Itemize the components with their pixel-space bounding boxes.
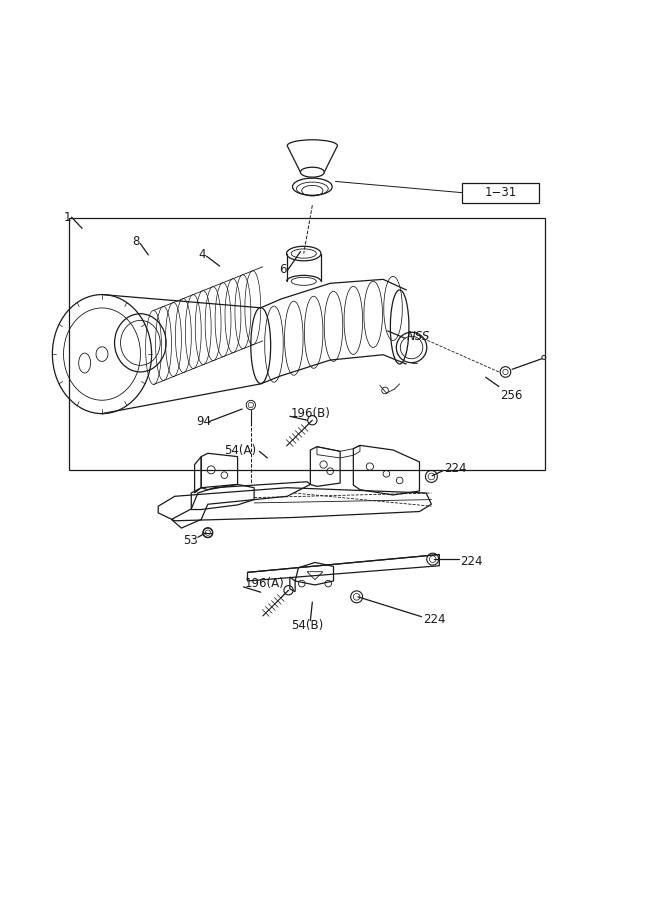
Text: 224: 224	[460, 554, 483, 568]
Text: 54(A): 54(A)	[224, 444, 257, 456]
Text: 4: 4	[198, 248, 205, 261]
Text: 54(B): 54(B)	[291, 619, 323, 633]
Text: 1: 1	[63, 211, 71, 224]
Text: 1−31: 1−31	[484, 186, 517, 199]
Text: 6: 6	[279, 263, 287, 276]
Text: 8: 8	[132, 235, 139, 248]
Text: 224: 224	[423, 614, 446, 626]
Bar	[69, 219, 545, 470]
Text: 256: 256	[500, 390, 522, 402]
Text: 196(A): 196(A)	[245, 577, 285, 590]
Text: 94: 94	[196, 415, 211, 428]
Text: 53: 53	[183, 534, 197, 547]
Text: 196(B): 196(B)	[291, 407, 330, 420]
Text: NSS: NSS	[406, 329, 430, 343]
Text: 224: 224	[445, 462, 467, 475]
